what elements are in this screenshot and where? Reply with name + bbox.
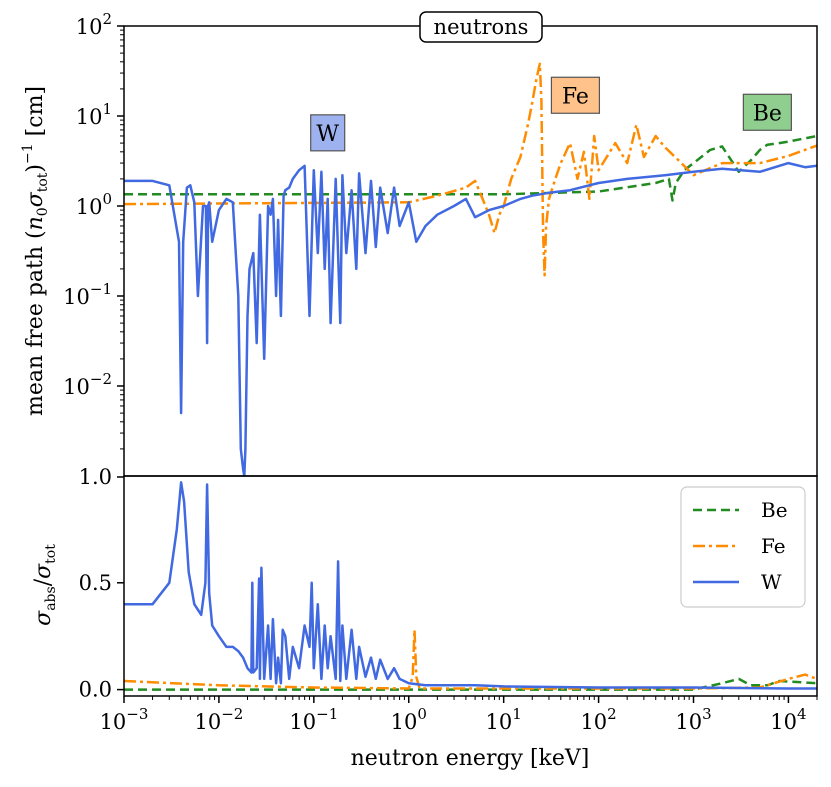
bottom-ytick-label-1: 0.5 bbox=[79, 571, 112, 595]
tick-base: 10 bbox=[76, 195, 103, 219]
xtick-label-3: 100 bbox=[391, 705, 427, 734]
tick-base: 10 bbox=[63, 375, 90, 399]
tick-exponent: −3 bbox=[126, 705, 148, 723]
tick-exponent: 0 bbox=[102, 190, 112, 208]
top-ylabel: mean free path (n0σtot)−1 [cm] bbox=[20, 86, 51, 416]
xtick-label-7: 104 bbox=[770, 705, 806, 734]
top-ytick-label-0: 10−2 bbox=[63, 370, 112, 399]
top-series-w bbox=[124, 161, 817, 476]
bottom-ylabel-sigma2: σ bbox=[31, 563, 56, 579]
legend-frame bbox=[680, 486, 806, 608]
top-ylabel-n: n bbox=[23, 216, 48, 230]
bottom-panel-frame bbox=[123, 475, 818, 697]
tick-exponent: −1 bbox=[90, 280, 112, 298]
legend: Be Fe W bbox=[680, 486, 806, 608]
tick-base: 10 bbox=[76, 15, 103, 39]
xtick-label-2: 10−1 bbox=[289, 705, 338, 734]
bottom-series-w bbox=[124, 481, 817, 690]
shared-tick-label: 1.0 bbox=[79, 465, 112, 489]
bottom-ylabel-abs-sub: abs bbox=[43, 586, 59, 611]
tick-exponent: 1 bbox=[102, 100, 112, 118]
bottom-ylabel: σabs/σtot bbox=[31, 544, 59, 626]
tick-exponent: 3 bbox=[702, 705, 712, 723]
tick-base: 10 bbox=[63, 285, 90, 309]
xtick-label-1: 10−2 bbox=[194, 705, 243, 734]
xtick-label-4: 101 bbox=[486, 705, 522, 734]
tick-exponent: −1 bbox=[316, 705, 338, 723]
annotation-box-be bbox=[742, 93, 792, 131]
top-ylabel-sigma: σ bbox=[23, 191, 48, 207]
tick-exponent: 2 bbox=[607, 705, 617, 723]
top-ytick-label-1: 10−1 bbox=[63, 280, 112, 309]
bottom-panel: 0.00.5 10−3 10−2 10−1 100 101 102 103 104 neutr… bbox=[31, 475, 818, 771]
annotation-label-be: Be bbox=[753, 101, 782, 126]
annotation-box-w bbox=[310, 114, 346, 152]
tick-exponent: −2 bbox=[90, 370, 112, 388]
chart-title: neutrons bbox=[434, 15, 529, 39]
bottom-xlabel: neutron energy [keV] bbox=[351, 746, 590, 771]
top-ylabel-tot-sub: tot bbox=[35, 172, 51, 192]
bottom-yticks: 0.0 0.5 bbox=[79, 476, 124, 702]
tick-base: 10 bbox=[100, 710, 127, 734]
tick-base: 10 bbox=[770, 710, 797, 734]
tick-exponent: 4 bbox=[797, 705, 807, 723]
bottom-ylabel-sigma1: σ bbox=[31, 610, 56, 626]
legend-label-w: W bbox=[761, 570, 782, 594]
top-panel-frame bbox=[123, 25, 818, 477]
tick-base: 10 bbox=[675, 710, 702, 734]
top-ytick-label-2: 100 bbox=[76, 190, 112, 219]
legend-label-fe: Fe bbox=[761, 534, 786, 558]
legend-items: Be Fe W bbox=[693, 498, 788, 594]
xtick-label-5: 102 bbox=[580, 705, 616, 734]
tick-exponent: 0 bbox=[417, 705, 427, 723]
annotation-group: W Fe Be bbox=[310, 76, 792, 152]
xtick-label-0: 10−3 bbox=[100, 705, 149, 734]
tick-base: 10 bbox=[289, 710, 316, 734]
top-series-group bbox=[124, 62, 817, 476]
annotation-box-fe bbox=[550, 76, 601, 114]
tick-base: 10 bbox=[76, 105, 103, 129]
top-ytick-label-3: 101 bbox=[76, 100, 112, 129]
top-series-be bbox=[124, 134, 817, 202]
bottom-xticks: 10−3 10−2 10−1 100 101 102 103 104 bbox=[100, 696, 818, 734]
top-ylabel-exp: −1 bbox=[20, 143, 36, 164]
top-series-fe bbox=[124, 62, 817, 277]
top-ylabel-unit: [cm] bbox=[23, 86, 48, 143]
tick-base: 10 bbox=[194, 710, 221, 734]
tick-base: 10 bbox=[486, 710, 513, 734]
top-ylabel-n-sub: 0 bbox=[35, 207, 51, 216]
tick-exponent: −2 bbox=[221, 705, 243, 723]
tick-exponent: 1 bbox=[512, 705, 522, 723]
bottom-series-group bbox=[124, 481, 817, 691]
title-box-frame bbox=[419, 11, 543, 43]
bottom-ylabel-tot-sub: tot bbox=[43, 544, 59, 564]
annotation-label-w: W bbox=[316, 122, 339, 147]
top-ylabel-main: mean free path ( bbox=[23, 230, 48, 416]
bottom-ytick-label-0: 0.0 bbox=[79, 678, 112, 702]
tick-exponent: 2 bbox=[102, 10, 112, 28]
legend-label-be: Be bbox=[761, 498, 788, 522]
top-ylabel-close: ) bbox=[23, 164, 48, 173]
xtick-label-6: 103 bbox=[675, 705, 711, 734]
bottom-ylabel-slash: / bbox=[31, 578, 56, 586]
title-box: neutrons bbox=[419, 11, 543, 43]
tick-base: 10 bbox=[580, 710, 607, 734]
bottom-series-fe bbox=[124, 628, 817, 690]
tick-base: 10 bbox=[391, 710, 418, 734]
annotation-label-fe: Fe bbox=[562, 84, 589, 109]
top-ytick-label-4: 102 bbox=[76, 10, 112, 39]
